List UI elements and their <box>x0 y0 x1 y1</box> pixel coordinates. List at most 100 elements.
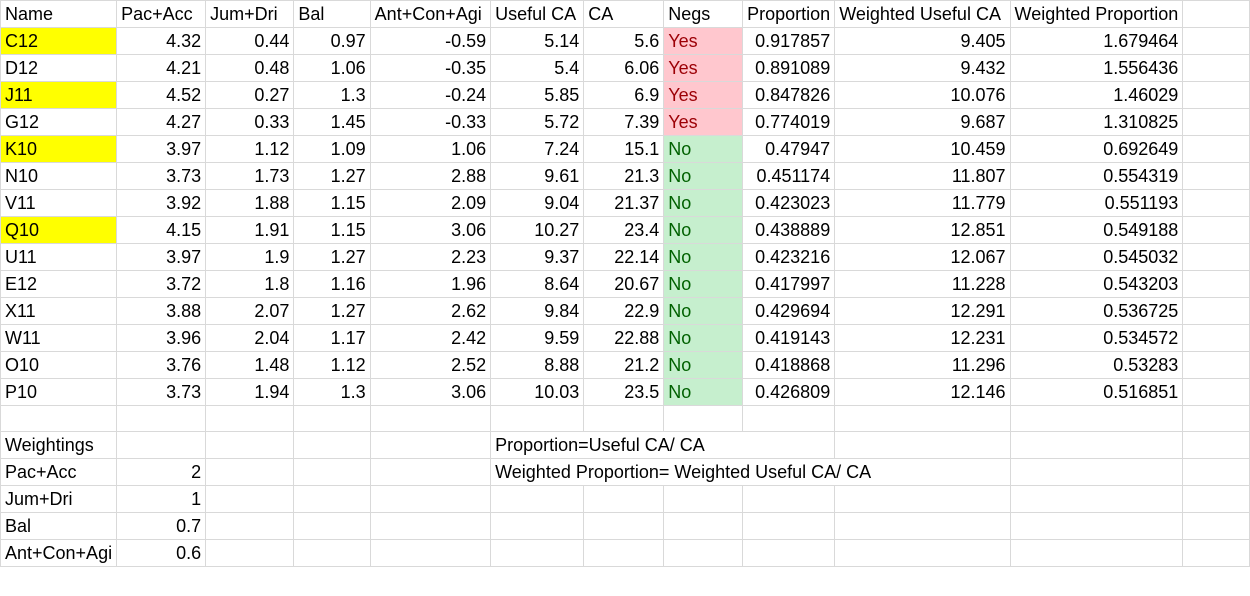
empty-cell[interactable] <box>583 405 665 432</box>
weighted-useful-cell[interactable]: 12.146 <box>834 378 1011 406</box>
name-cell[interactable]: P10 <box>0 378 118 406</box>
bal-cell[interactable]: 1.3 <box>293 378 371 406</box>
empty-cell[interactable] <box>1182 405 1250 432</box>
empty-cell[interactable] <box>742 512 836 540</box>
header-cell[interactable]: Pac+Acc <box>116 0 207 28</box>
useful-cell[interactable]: 5.4 <box>490 54 585 82</box>
proportion-cell[interactable]: 0.423216 <box>742 243 836 271</box>
ca-cell[interactable]: 20.67 <box>583 270 665 298</box>
header-cell[interactable]: Negs <box>663 0 744 28</box>
empty-cell[interactable] <box>293 539 371 567</box>
ca-cell[interactable]: 15.1 <box>583 135 665 163</box>
empty-cell[interactable] <box>116 405 207 432</box>
pac-cell[interactable]: 4.21 <box>116 54 207 82</box>
weighting-value[interactable]: 0.7 <box>116 512 207 540</box>
jum-cell[interactable]: 2.04 <box>205 324 295 352</box>
weighting-label[interactable]: Bal <box>0 512 118 540</box>
ca-cell[interactable]: 22.9 <box>583 297 665 325</box>
empty-cell[interactable] <box>834 405 1011 432</box>
weighted-proportion-cell[interactable]: 0.543203 <box>1009 270 1184 298</box>
pac-cell[interactable]: 3.96 <box>116 324 207 352</box>
weighted-useful-cell[interactable]: 12.291 <box>834 297 1011 325</box>
bal-cell[interactable]: 1.27 <box>293 243 371 271</box>
ant-cell[interactable]: 3.06 <box>369 216 492 244</box>
name-cell[interactable]: C12 <box>0 27 118 55</box>
ant-cell[interactable]: -0.33 <box>369 108 492 136</box>
empty-cell[interactable] <box>663 405 744 432</box>
proportion-cell[interactable]: 0.847826 <box>742 81 836 109</box>
ant-cell[interactable]: 2.88 <box>369 162 492 190</box>
bal-cell[interactable]: 0.97 <box>293 27 371 55</box>
ca-cell[interactable]: 22.14 <box>583 243 665 271</box>
header-cell[interactable]: Proportion <box>742 0 836 28</box>
empty-cell[interactable] <box>369 485 492 513</box>
empty-cell[interactable] <box>1009 485 1184 513</box>
bal-cell[interactable]: 1.16 <box>293 270 371 298</box>
empty-cell[interactable] <box>293 405 371 432</box>
useful-cell[interactable]: 9.37 <box>490 243 585 271</box>
proportion-cell[interactable]: 0.426809 <box>742 378 836 406</box>
pac-cell[interactable]: 3.73 <box>116 162 207 190</box>
ca-cell[interactable]: 23.5 <box>583 378 665 406</box>
bal-cell[interactable]: 1.45 <box>293 108 371 136</box>
empty-cell[interactable] <box>583 512 665 540</box>
ant-cell[interactable]: 1.06 <box>369 135 492 163</box>
weighted-proportion-cell[interactable]: 0.516851 <box>1009 378 1184 406</box>
ca-cell[interactable]: 5.6 <box>583 27 665 55</box>
useful-cell[interactable]: 10.03 <box>490 378 585 406</box>
name-cell[interactable]: V11 <box>0 189 118 217</box>
empty-cell[interactable] <box>205 539 295 567</box>
jum-cell[interactable]: 1.12 <box>205 135 295 163</box>
empty-cell[interactable] <box>369 539 492 567</box>
empty-cell[interactable] <box>1182 431 1250 459</box>
empty-cell[interactable] <box>116 431 207 459</box>
header-cell[interactable]: Jum+Dri <box>205 0 295 28</box>
empty-cell[interactable] <box>1182 162 1250 190</box>
useful-cell[interactable]: 9.04 <box>490 189 585 217</box>
jum-cell[interactable]: 0.33 <box>205 108 295 136</box>
name-cell[interactable]: G12 <box>0 108 118 136</box>
proportion-cell[interactable]: 0.774019 <box>742 108 836 136</box>
name-cell[interactable]: O10 <box>0 351 118 379</box>
empty-cell[interactable] <box>1182 485 1250 513</box>
empty-cell[interactable] <box>205 458 295 486</box>
bal-cell[interactable]: 1.12 <box>293 351 371 379</box>
pac-cell[interactable]: 3.88 <box>116 297 207 325</box>
jum-cell[interactable]: 0.27 <box>205 81 295 109</box>
ant-cell[interactable]: 2.23 <box>369 243 492 271</box>
bal-cell[interactable]: 1.27 <box>293 162 371 190</box>
useful-cell[interactable]: 5.72 <box>490 108 585 136</box>
ca-cell[interactable]: 7.39 <box>583 108 665 136</box>
negs-cell[interactable]: No <box>663 351 744 379</box>
useful-cell[interactable]: 5.85 <box>490 81 585 109</box>
negs-cell[interactable]: No <box>663 135 744 163</box>
weighted-proportion-cell[interactable]: 0.549188 <box>1009 216 1184 244</box>
bal-cell[interactable]: 1.3 <box>293 81 371 109</box>
empty-cell[interactable] <box>369 458 492 486</box>
proportion-cell[interactable]: 0.418868 <box>742 351 836 379</box>
ca-cell[interactable]: 22.88 <box>583 324 665 352</box>
pac-cell[interactable]: 4.32 <box>116 27 207 55</box>
weighted-useful-cell[interactable]: 12.067 <box>834 243 1011 271</box>
pac-cell[interactable]: 4.27 <box>116 108 207 136</box>
name-cell[interactable]: D12 <box>0 54 118 82</box>
empty-cell[interactable] <box>834 539 1011 567</box>
bal-cell[interactable]: 1.15 <box>293 189 371 217</box>
proportion-cell[interactable]: 0.429694 <box>742 297 836 325</box>
jum-cell[interactable]: 1.94 <box>205 378 295 406</box>
header-cell[interactable]: Useful CA <box>490 0 585 28</box>
weighted-proportion-cell[interactable]: 0.554319 <box>1009 162 1184 190</box>
proportion-cell[interactable]: 0.47947 <box>742 135 836 163</box>
weighted-useful-cell[interactable]: 9.405 <box>834 27 1011 55</box>
weighted-proportion-cell[interactable]: 0.53283 <box>1009 351 1184 379</box>
empty-cell[interactable] <box>1182 270 1250 298</box>
empty-cell[interactable] <box>583 539 665 567</box>
empty-cell[interactable] <box>834 485 1011 513</box>
weighted-proportion-cell[interactable]: 1.556436 <box>1009 54 1184 82</box>
weighting-label[interactable]: Jum+Dri <box>0 485 118 513</box>
header-cell[interactable]: Bal <box>293 0 371 28</box>
empty-cell[interactable] <box>0 405 118 432</box>
jum-cell[interactable]: 1.8 <box>205 270 295 298</box>
name-cell[interactable]: E12 <box>0 270 118 298</box>
weighted-useful-cell[interactable]: 11.779 <box>834 189 1011 217</box>
